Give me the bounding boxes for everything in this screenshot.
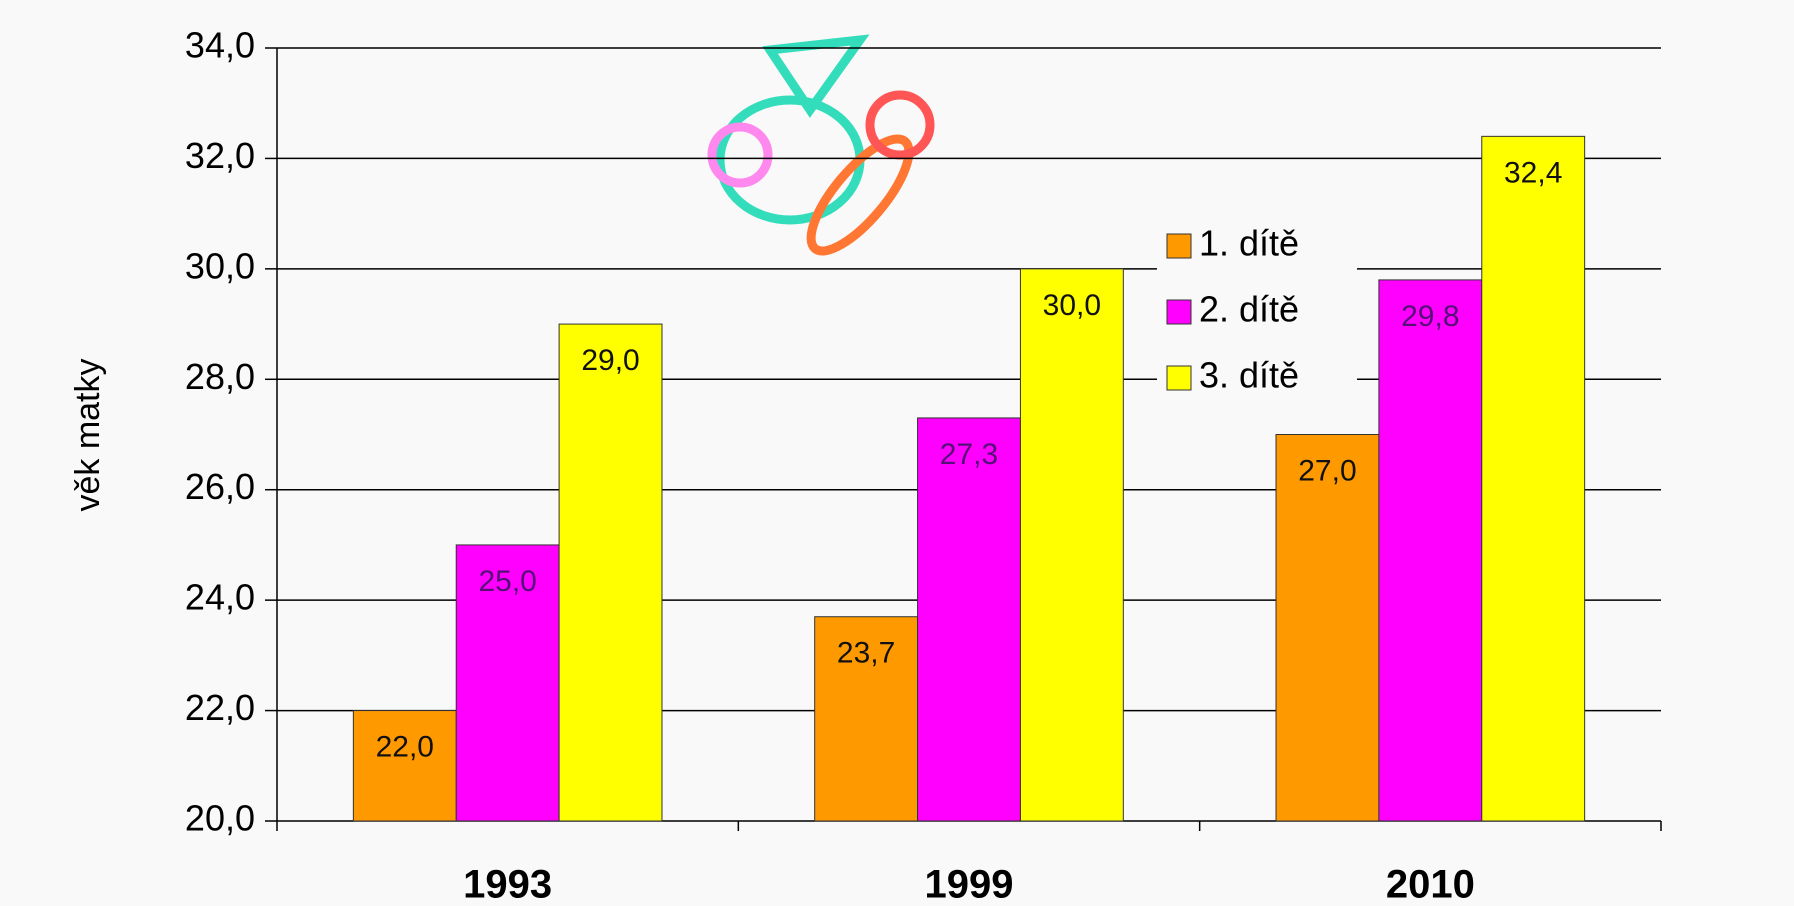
y-tick-label: 32,0 bbox=[185, 135, 255, 176]
legend-label: 1. dítě bbox=[1199, 223, 1299, 264]
bar bbox=[1481, 135, 1586, 822]
bar bbox=[352, 710, 457, 822]
value-label: 30,0 bbox=[1043, 289, 1101, 322]
legend-label: 2. dítě bbox=[1199, 289, 1299, 330]
value-label: 29,0 bbox=[581, 344, 639, 377]
y-tick-label: 20,0 bbox=[185, 798, 255, 839]
legend-swatch bbox=[1166, 233, 1192, 259]
y-tick-label: 28,0 bbox=[185, 356, 255, 397]
legend-swatch bbox=[1166, 299, 1192, 325]
value-label: 27,3 bbox=[940, 438, 998, 471]
y-tick-label: 30,0 bbox=[185, 245, 255, 286]
y-tick-label: 26,0 bbox=[185, 466, 255, 507]
y-tick-label: 24,0 bbox=[185, 577, 255, 618]
x-tick-label: 2010 bbox=[1386, 863, 1475, 906]
y-axis-label: věk matky bbox=[69, 358, 107, 511]
bar bbox=[558, 323, 663, 822]
legend-label: 3. dítě bbox=[1199, 355, 1299, 396]
x-tick-label: 1993 bbox=[463, 863, 552, 906]
bar bbox=[814, 616, 919, 822]
value-label: 27,0 bbox=[1298, 454, 1356, 487]
bar bbox=[455, 544, 560, 822]
value-label: 25,0 bbox=[478, 565, 536, 598]
bar bbox=[917, 417, 1021, 822]
decoration bbox=[707, 34, 935, 256]
legend-swatch bbox=[1166, 365, 1192, 391]
value-label: 23,7 bbox=[837, 637, 895, 670]
y-tick-label: 34,0 bbox=[185, 25, 255, 66]
bar bbox=[1019, 268, 1124, 822]
value-label: 32,4 bbox=[1504, 156, 1562, 189]
value-label: 22,0 bbox=[376, 730, 434, 763]
x-tick-label: 1999 bbox=[925, 863, 1014, 906]
y-tick-label: 22,0 bbox=[185, 687, 255, 728]
bar bbox=[1378, 279, 1483, 822]
value-label: 29,8 bbox=[1401, 300, 1459, 333]
bar bbox=[1275, 434, 1380, 822]
